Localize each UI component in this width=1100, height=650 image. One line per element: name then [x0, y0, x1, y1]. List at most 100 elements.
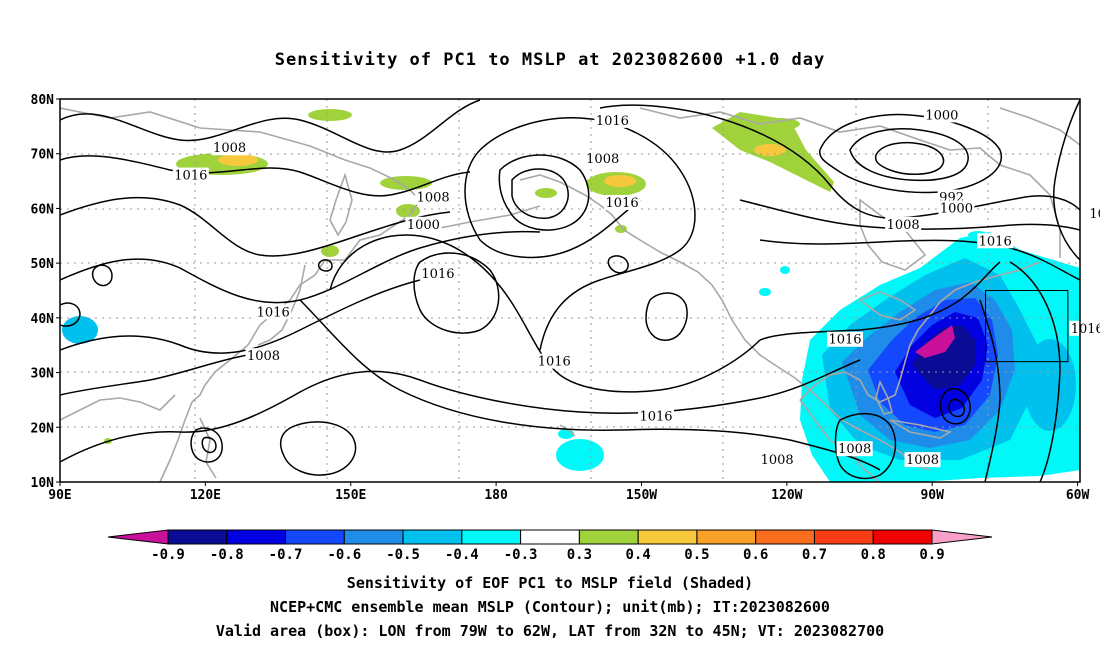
isobar — [91, 264, 113, 287]
isobar — [60, 99, 481, 153]
lat-tick-label: 70N — [31, 148, 55, 163]
coastline-japan — [257, 264, 306, 346]
contour-label: 1016 — [606, 196, 639, 211]
shade-patch — [1038, 270, 1080, 330]
contour-label: 1008 — [213, 141, 246, 156]
contour-label: 1016 — [596, 114, 629, 129]
coastline-asia — [60, 394, 176, 421]
isobar — [834, 413, 897, 480]
shade-patch — [535, 188, 557, 198]
coastline-canada — [639, 107, 1061, 258]
shade-patch — [218, 154, 258, 166]
colorbar-tick-label: 0.9 — [919, 547, 944, 563]
isobar — [1009, 261, 1061, 482]
colorbar-tick-label: 0.7 — [802, 547, 827, 563]
lat-tick-label: 60N — [31, 202, 55, 217]
lat-tick-label: 10N — [31, 476, 55, 491]
isobar — [60, 196, 451, 257]
coastline-greenland — [999, 107, 1080, 146]
contour-label: 1008 — [838, 442, 871, 457]
contour-label: 1016 — [1071, 322, 1100, 337]
contour-label-bg — [594, 112, 631, 128]
colorbar-tick-label: 0.3 — [567, 547, 592, 563]
colorbar-swatch — [578, 529, 639, 545]
colorbar-tick-label: 0.6 — [743, 547, 768, 563]
shade-patch — [308, 109, 352, 121]
contour-label-bg — [1069, 320, 1100, 336]
valid-area-box — [985, 290, 1069, 363]
colorbar-max-arrow — [931, 529, 993, 545]
isobar — [413, 252, 500, 334]
colorbar-tick-label: 0.8 — [861, 547, 886, 563]
colorbar-tick-label: -0.5 — [386, 547, 420, 563]
contour-label: 1016 — [538, 355, 571, 370]
lon-tick-label: 150W — [626, 488, 657, 503]
lat-tick-label: 80N — [31, 93, 55, 108]
coastline-philippines — [199, 417, 217, 479]
caption-line-1: Sensitivity of EOF PC1 to MSLP field (Sh… — [346, 574, 754, 592]
isobar — [60, 155, 471, 197]
lon-tick-label: 60W — [1066, 488, 1090, 503]
isobar — [1053, 99, 1080, 261]
colorbar-swatch — [755, 529, 815, 545]
lon-tick-label: 90W — [920, 488, 944, 503]
isobar — [317, 259, 333, 272]
coastline-alaska — [519, 174, 931, 471]
contour-label-bg — [172, 167, 209, 183]
contour-label: 1016 — [257, 305, 290, 320]
isobar — [599, 104, 1080, 219]
isobar — [759, 239, 1080, 281]
isobar — [849, 128, 969, 182]
shade-patch — [754, 144, 786, 156]
colorbar-tick-label: -0.7 — [269, 547, 303, 563]
isobar — [645, 292, 688, 341]
mslp-contours — [60, 99, 1080, 482]
contour-label-bg — [938, 200, 975, 216]
colorbar-tick-label: -0.6 — [327, 547, 361, 563]
isobar — [201, 436, 217, 454]
contour-label-bg — [885, 216, 922, 232]
coastline-florida — [875, 379, 893, 415]
lon-tick-label: 150E — [335, 488, 366, 503]
colorbar-swatch — [696, 529, 757, 545]
shade-patch — [556, 439, 604, 471]
coastline-asia — [60, 107, 422, 403]
colorbar: -0.9 -0.8 -0.7 -0.6 -0.5 -0.4 -0.3 0.3 0.4 0.5 0.6… — [107, 529, 993, 563]
colorbar-swatch — [520, 529, 580, 545]
shade-patch — [915, 325, 955, 358]
isobar — [479, 117, 696, 351]
coastline-cuba — [889, 419, 953, 439]
caption-line-2: NCEP+CMC ensemble mean MSLP (Contour); u… — [270, 598, 830, 616]
contour-label: 1008 — [247, 349, 280, 364]
lon-tick-label: 120E — [190, 488, 221, 503]
contour-label: 1000 — [925, 108, 958, 123]
colorbar-tick-label: -0.4 — [445, 547, 479, 563]
contour-label: 1008 — [887, 218, 920, 233]
isobar — [759, 261, 1001, 341]
colorbar-swatch — [813, 529, 874, 545]
contour-label: 1016 — [639, 409, 672, 424]
contour-label: 1008 — [586, 152, 619, 167]
contour-label: 1008 — [906, 453, 939, 468]
contour-label-bg — [638, 408, 675, 424]
contour-label-bg — [245, 348, 282, 364]
contour-label-bg — [211, 140, 248, 156]
contour-label-bg — [255, 304, 292, 320]
contour-label-bg — [977, 233, 1014, 249]
coastline-aleutians — [429, 205, 541, 231]
contour-label: 1008 — [417, 190, 450, 205]
isobar — [60, 351, 271, 396]
colorbar-tick-label: -0.9 — [151, 547, 185, 563]
contour-label: 1000 — [940, 201, 973, 216]
shade-patch — [760, 118, 800, 130]
colorbar-tick-label: -0.8 — [210, 547, 244, 563]
isobar — [60, 279, 421, 354]
shade-patch — [321, 245, 339, 257]
isobar — [607, 255, 629, 274]
contour-label-bg — [923, 107, 960, 123]
contour-label-bg — [904, 452, 941, 468]
isobar — [299, 299, 881, 471]
